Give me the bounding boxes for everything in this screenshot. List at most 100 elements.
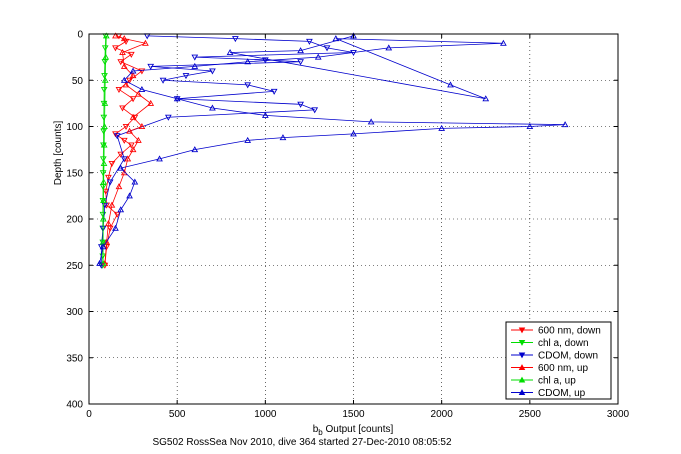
data-point bbox=[270, 88, 278, 95]
data-point bbox=[438, 124, 446, 131]
data-point bbox=[100, 141, 108, 148]
data-point bbox=[209, 68, 216, 75]
series-cdom-up bbox=[96, 32, 569, 266]
data-point bbox=[142, 39, 149, 46]
series-line bbox=[99, 35, 566, 264]
data-point bbox=[191, 54, 199, 61]
series-line bbox=[104, 35, 152, 264]
data-point bbox=[122, 81, 130, 88]
legend-label: CDOM, up bbox=[538, 388, 586, 399]
legend-marker bbox=[518, 340, 526, 346]
data-point bbox=[500, 39, 507, 46]
x-tick-label: 0 bbox=[86, 409, 92, 420]
data-point bbox=[122, 123, 130, 131]
legend-label: chl a, up bbox=[538, 376, 576, 387]
data-point bbox=[126, 192, 133, 199]
y-tick-label: 100 bbox=[66, 122, 83, 133]
data-point bbox=[101, 45, 109, 52]
data-point bbox=[99, 170, 107, 177]
data-point bbox=[102, 32, 110, 39]
data-point bbox=[120, 156, 128, 163]
data-point bbox=[173, 95, 181, 102]
x-tick-label: 2000 bbox=[431, 409, 454, 420]
data-point bbox=[113, 211, 121, 218]
data-point bbox=[99, 184, 107, 191]
data-point bbox=[99, 259, 107, 266]
series-600-nm-up bbox=[101, 32, 155, 266]
data-point bbox=[120, 62, 128, 69]
data-point bbox=[323, 45, 331, 52]
legend-label: 600 nm, up bbox=[538, 363, 588, 374]
x-tick-label: 2500 bbox=[519, 409, 542, 420]
data-point bbox=[119, 105, 126, 112]
x-axis-label-main: b bbox=[313, 424, 319, 435]
y-tick-label: 300 bbox=[66, 307, 83, 318]
data-point bbox=[106, 225, 114, 232]
data-point bbox=[231, 36, 239, 43]
data-point bbox=[99, 243, 107, 250]
legend-marker bbox=[518, 364, 526, 370]
data-point bbox=[138, 85, 146, 93]
data-point bbox=[182, 73, 190, 80]
data-point bbox=[108, 160, 116, 168]
data-point bbox=[350, 130, 357, 137]
data-point bbox=[297, 59, 304, 66]
y-tick-label: 150 bbox=[66, 168, 83, 179]
data-point bbox=[126, 127, 133, 134]
data-point bbox=[100, 100, 108, 107]
y-tick-label: 250 bbox=[66, 261, 83, 272]
data-point bbox=[131, 178, 139, 185]
data-point bbox=[297, 101, 304, 108]
data-point bbox=[105, 174, 112, 181]
y-tick-label: 200 bbox=[66, 215, 83, 226]
data-point bbox=[159, 77, 167, 84]
data-point bbox=[135, 90, 142, 97]
data-point bbox=[164, 114, 172, 121]
x-axis-label-sub: b bbox=[318, 428, 323, 437]
data-point bbox=[99, 156, 107, 163]
data-point bbox=[112, 45, 119, 52]
legend-marker bbox=[518, 376, 526, 383]
data-point bbox=[112, 32, 119, 39]
data-point bbox=[100, 128, 108, 135]
y-axis-label: Depth [counts] bbox=[53, 121, 64, 186]
data-point bbox=[138, 68, 146, 75]
data-point bbox=[561, 121, 569, 128]
data-point bbox=[129, 67, 137, 74]
x-tick-label: 3000 bbox=[607, 409, 630, 420]
data-point bbox=[447, 81, 454, 88]
x-axis-label-rest: Output [counts] bbox=[323, 424, 394, 435]
x-tick-label: 1500 bbox=[342, 409, 365, 420]
data-point bbox=[101, 73, 108, 80]
data-point bbox=[113, 133, 121, 140]
data-point bbox=[126, 77, 133, 84]
legend-label: chl a, down bbox=[538, 338, 589, 349]
data-point bbox=[147, 63, 155, 70]
y-tick-label: 400 bbox=[66, 400, 83, 411]
data-point bbox=[297, 47, 304, 54]
axis-ticks: 0 500 1000 1500 2000 2500 3000 0 50 100 150 200 250 3… bbox=[66, 30, 629, 421]
y-tick-label: 350 bbox=[66, 353, 83, 364]
data-point bbox=[112, 224, 119, 231]
data-point bbox=[279, 134, 287, 141]
data-point bbox=[124, 155, 132, 162]
data-point bbox=[103, 238, 110, 245]
data-point bbox=[117, 151, 125, 158]
data-point bbox=[135, 136, 142, 143]
data-point bbox=[115, 183, 123, 190]
data-point bbox=[101, 59, 109, 66]
data-point bbox=[129, 72, 137, 79]
legend-label: 600 nm, down bbox=[538, 326, 601, 337]
x-tick-label: 1000 bbox=[254, 409, 277, 420]
data-point bbox=[191, 146, 199, 153]
data-point bbox=[226, 48, 234, 56]
data-point bbox=[332, 35, 340, 42]
data-point bbox=[117, 59, 125, 66]
data-point bbox=[120, 76, 128, 83]
data-point bbox=[127, 142, 135, 149]
data-point bbox=[314, 53, 322, 60]
data-point bbox=[127, 51, 135, 58]
data-point bbox=[526, 122, 534, 130]
